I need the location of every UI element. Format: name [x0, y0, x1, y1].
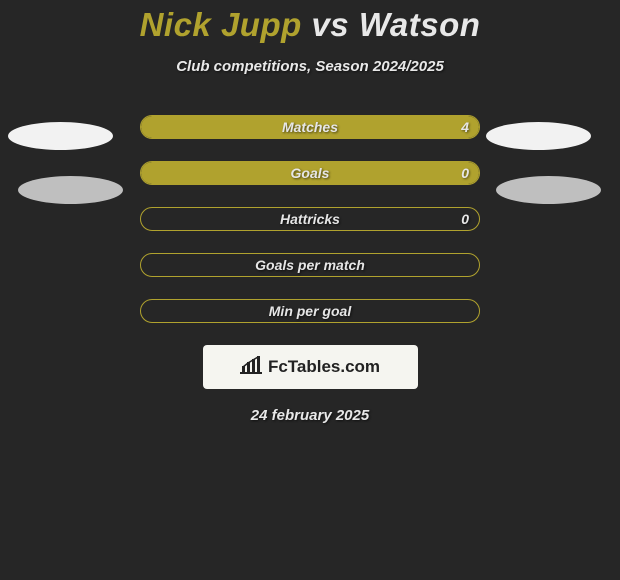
stat-row: Min per goal: [140, 299, 480, 323]
subtitle: Club competitions, Season 2024/2025: [0, 58, 620, 75]
stat-rows: Matches4Goals0Hattricks0Goals per matchM…: [140, 115, 480, 323]
decor-ellipse: [8, 122, 113, 150]
decor-ellipse: [486, 122, 591, 150]
stat-row: Hattricks0: [140, 207, 480, 231]
player2-name: Watson: [359, 6, 481, 43]
stat-value: 0: [461, 208, 469, 230]
stat-label: Matches: [141, 116, 479, 138]
stat-row: Goals0: [140, 161, 480, 185]
stat-label: Goals: [141, 162, 479, 184]
date-text: 24 february 2025: [0, 407, 620, 424]
player1-name: Nick Jupp: [140, 6, 302, 43]
stat-row: Matches4: [140, 115, 480, 139]
stat-value: 4: [461, 116, 469, 138]
branding-box: FcTables.com: [203, 345, 418, 389]
branding-text: FcTables.com: [268, 357, 380, 377]
stat-row: Goals per match: [140, 253, 480, 277]
stat-label: Min per goal: [141, 300, 479, 322]
decor-ellipse: [496, 176, 601, 204]
comparison-title: Nick Jupp vs Watson: [0, 0, 620, 44]
chart-icon: [240, 356, 262, 379]
stat-value: 0: [461, 162, 469, 184]
stat-label: Goals per match: [141, 254, 479, 276]
decor-ellipse: [18, 176, 123, 204]
vs-text: vs: [311, 6, 349, 43]
stat-label: Hattricks: [141, 208, 479, 230]
